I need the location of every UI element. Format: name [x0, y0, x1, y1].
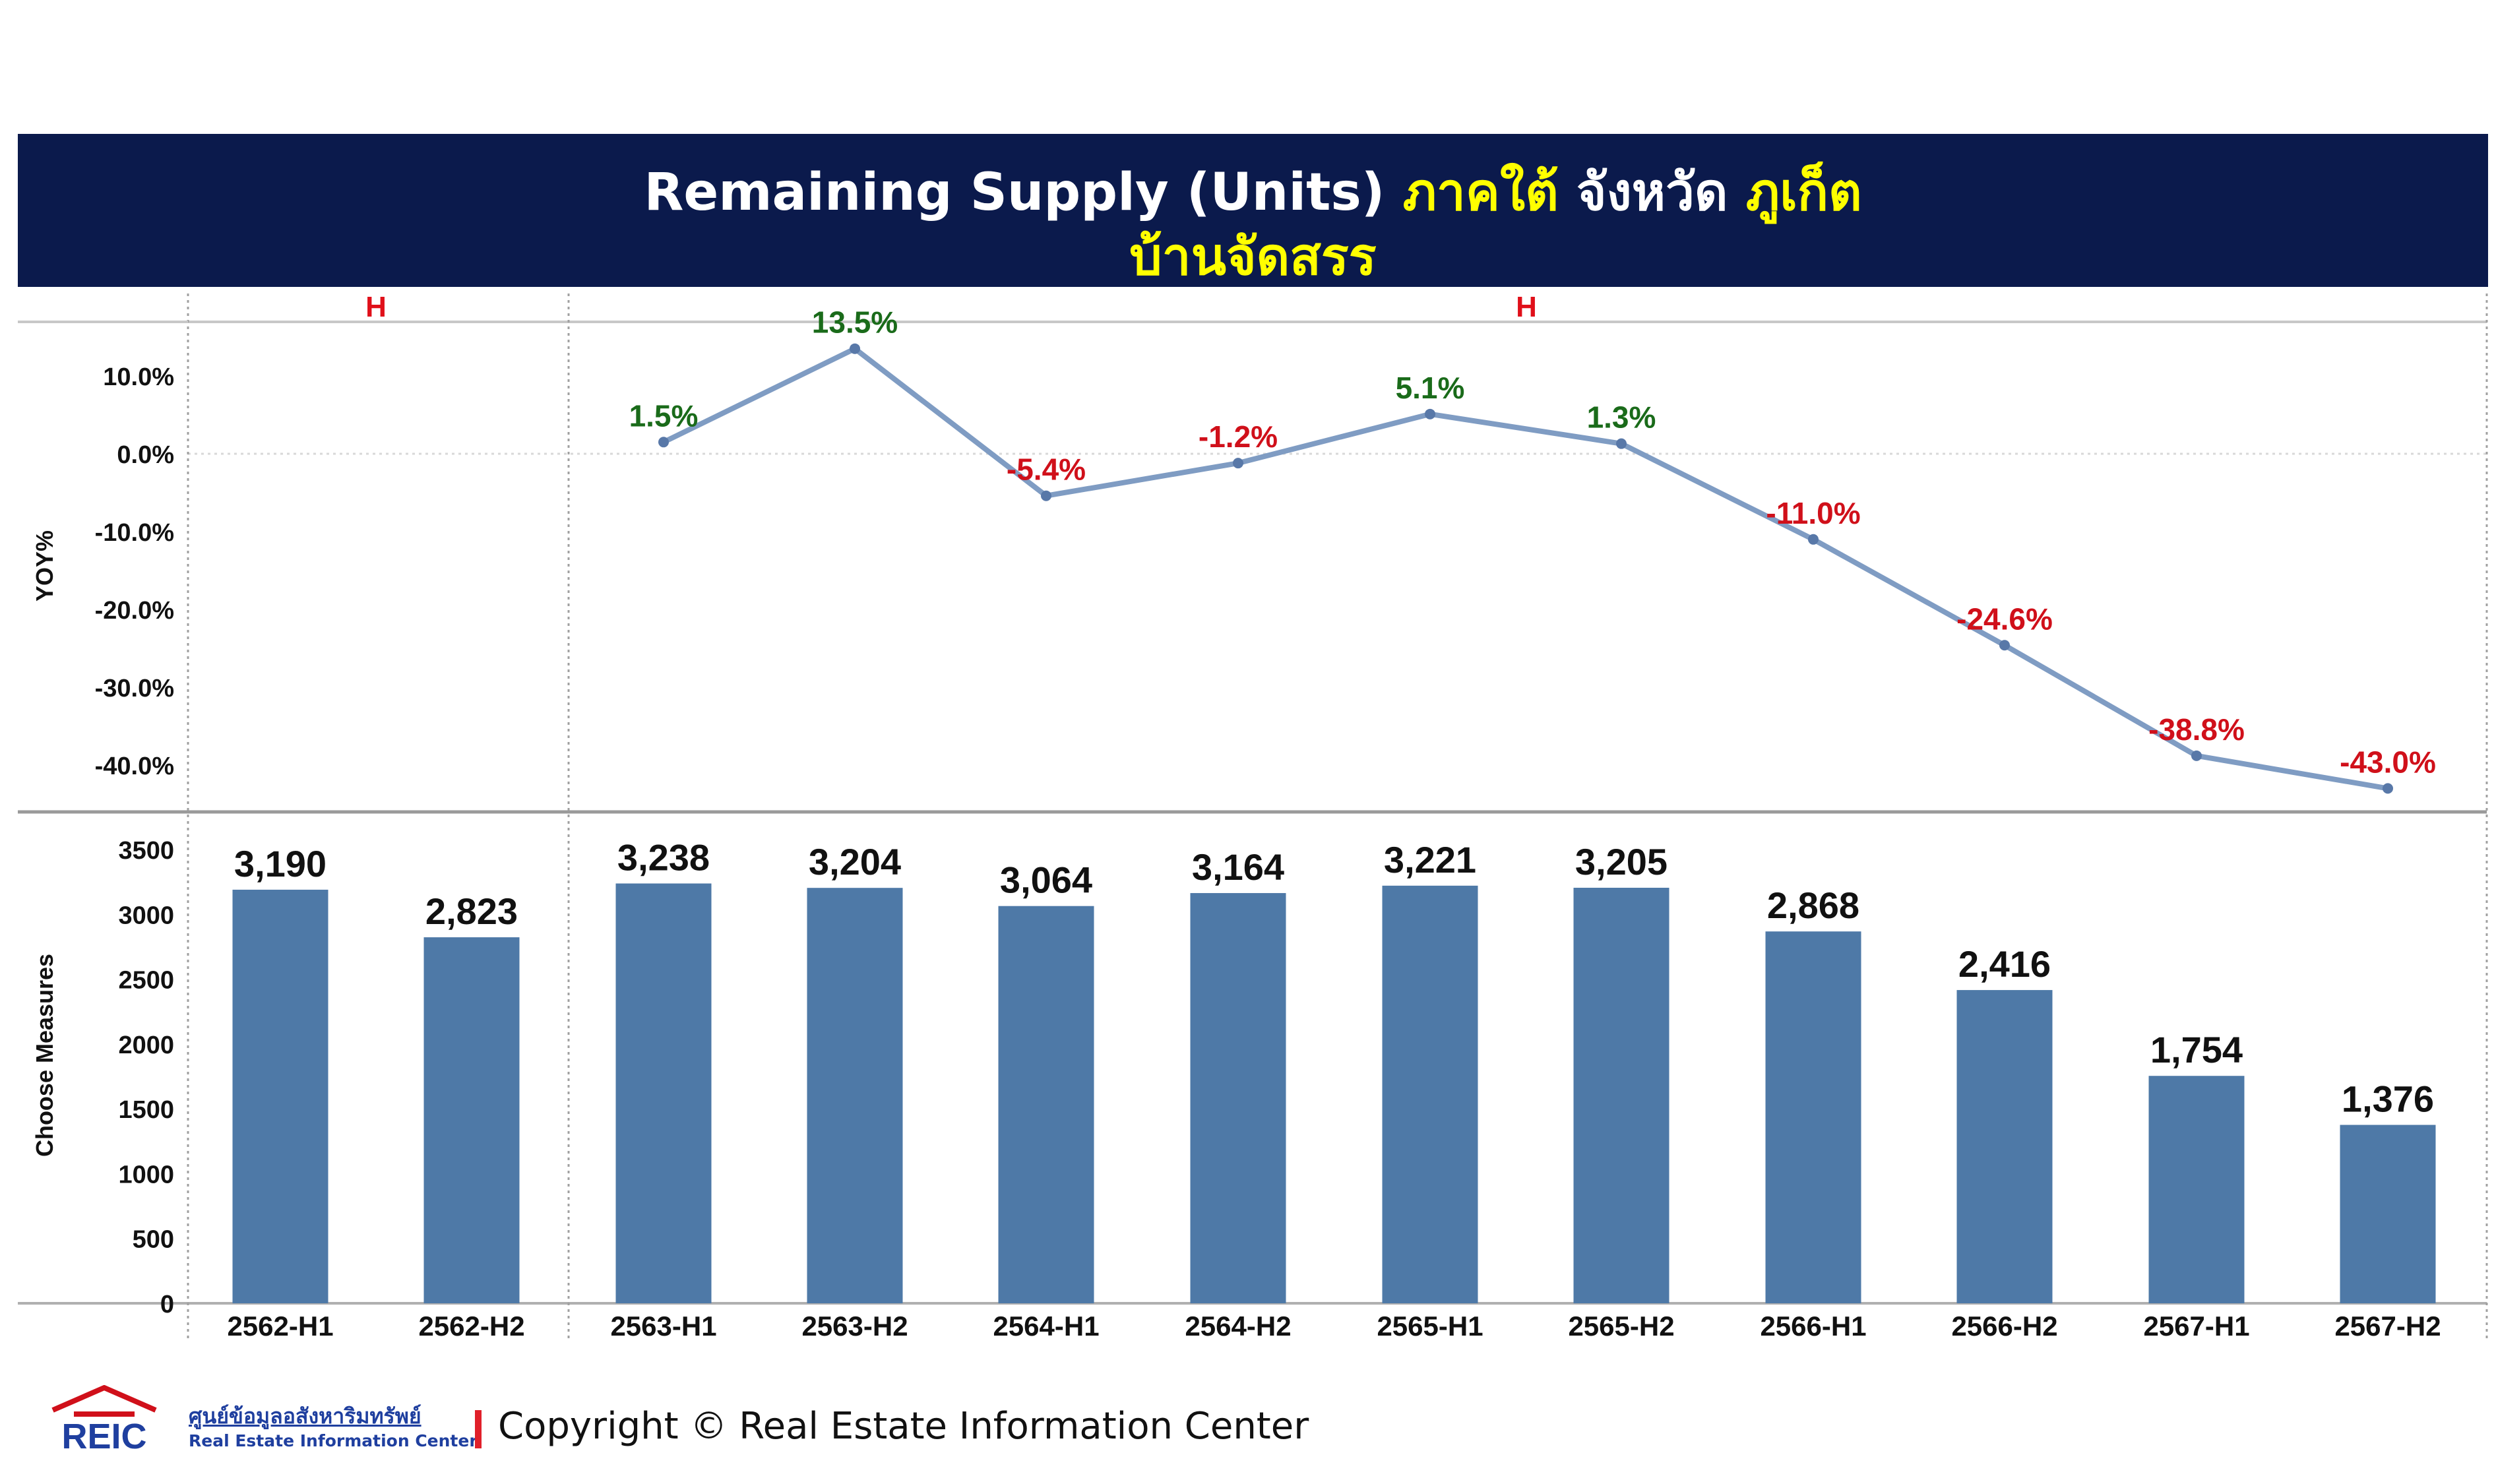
yoy-point	[658, 437, 669, 448]
yoy-point	[1041, 490, 1051, 501]
bar	[423, 937, 520, 1303]
yoy-data-label: -43.0%	[2340, 745, 2436, 779]
bar-data-label: 3,064	[1000, 859, 1092, 901]
yoy-point	[1999, 640, 2010, 651]
yoy-data-label: -5.4%	[1007, 452, 1086, 487]
group-header: H	[365, 291, 387, 323]
chart-subtitle: บ้านจัดสรร	[1129, 228, 1377, 287]
title-banner: Remaining Supply (Units) ภาคใต้ จังหวัด …	[18, 134, 2488, 287]
yoy-data-label: -38.8%	[2148, 712, 2245, 747]
title-region: ภาคใต้	[1402, 163, 1559, 222]
title-province-label: จังหวัด	[1576, 163, 1728, 222]
title-measure: Remaining Supply (Units)	[644, 163, 1385, 222]
bar-y-tick-label: 1500	[118, 1096, 174, 1124]
group-header: H	[1516, 291, 1537, 323]
logo-text-english: Real Estate Information Center	[189, 1431, 478, 1450]
copyright-text: Copyright © Real Estate Information Cent…	[498, 1405, 1309, 1448]
x-tick-label: 2563-H2	[801, 1311, 908, 1342]
bar-data-label: 2,868	[1767, 884, 1859, 926]
line-y-tick-label: -40.0%	[95, 753, 174, 780]
yoy-data-label: -11.0%	[1766, 496, 1860, 530]
yoy-data-label: 1.3%	[1587, 400, 1656, 435]
x-tick-label: 2567-H2	[2334, 1311, 2441, 1342]
bar-data-label: 1,376	[2342, 1078, 2434, 1120]
yoy-point	[1425, 408, 1435, 419]
bar	[232, 889, 328, 1303]
bar-data-label: 3,221	[1384, 839, 1476, 881]
x-tick-label: 2562-H1	[227, 1311, 333, 1342]
bar-y-tick-label: 500	[133, 1226, 174, 1254]
bar-y-tick-label: 1000	[118, 1161, 174, 1189]
x-tick-label: 2563-H1	[610, 1311, 716, 1342]
line-y-tick-label: -10.0%	[95, 519, 174, 547]
bar	[2148, 1076, 2245, 1303]
x-tick-label: 2566-H2	[1951, 1311, 2057, 1342]
bar-y-axis-title: Choose Measures	[31, 954, 58, 1157]
yoy-line	[661, 346, 2390, 791]
bar-data-label: 2,416	[1958, 943, 2051, 985]
line-y-tick-label: 10.0%	[103, 363, 174, 391]
x-tick-label: 2564-H2	[1185, 1311, 1291, 1342]
x-tick-label: 2564-H1	[993, 1311, 1099, 1342]
line-y-tick-label: 0.0%	[117, 441, 174, 469]
bar-y-tick-label: 3500	[118, 837, 174, 865]
bar	[998, 906, 1094, 1303]
line-y-tick-label: -30.0%	[95, 675, 174, 702]
bar-data-label: 3,190	[234, 843, 327, 884]
x-tick-label: 2565-H2	[1568, 1311, 1674, 1342]
line-y-axis-title: YOY%	[31, 530, 58, 602]
bar	[1382, 885, 1478, 1303]
bar-y-tick-label: 0	[160, 1291, 174, 1318]
yoy-point	[2383, 783, 2393, 794]
title-province: ภูเก็ต	[1745, 163, 1862, 222]
line-y-tick-label: -20.0%	[95, 597, 174, 625]
bar	[1765, 931, 1861, 1303]
bar	[1573, 887, 1669, 1303]
yoy-data-label: 1.5%	[629, 398, 699, 433]
footer: REIC ศูนย์ข้อมูลอสังหาริมทรัพย์ Real Est…	[40, 1378, 1491, 1471]
bar-data-label: 3,204	[809, 841, 901, 882]
svg-text:REIC: REIC	[61, 1417, 146, 1456]
logo-text-thai: ศูนย์ข้อมูลอสังหาริมทรัพย์	[189, 1404, 421, 1429]
x-tick-label: 2565-H1	[1377, 1311, 1483, 1342]
bar	[1190, 893, 1286, 1303]
yoy-data-label: -1.2%	[1199, 419, 1278, 454]
bar-y-tick-label: 3000	[118, 902, 174, 929]
yoy-data-label: 13.5%	[812, 305, 898, 340]
bar-data-label: 3,205	[1575, 841, 1668, 882]
bar	[1956, 990, 2053, 1303]
bar-y-tick-label: 2000	[118, 1032, 174, 1059]
bar-data-label: 3,164	[1192, 846, 1284, 888]
x-tick-label: 2562-H2	[418, 1311, 524, 1342]
yoy-point	[2191, 750, 2202, 761]
yoy-data-label: 5.1%	[1396, 371, 1465, 405]
bar-data-label: 3,238	[617, 837, 710, 879]
chart-title: Remaining Supply (Units) ภาคใต้ จังหวัด …	[18, 151, 2488, 233]
yoy-point	[1616, 438, 1627, 449]
copyright-accent-bar	[475, 1410, 482, 1448]
bar-data-label: 1,754	[2150, 1029, 2243, 1070]
bar	[2340, 1125, 2436, 1303]
x-tick-label: 2566-H1	[1760, 1311, 1866, 1342]
bar-y-tick-label: 2500	[118, 967, 174, 995]
yoy-point	[1808, 534, 1819, 545]
bar-data-label: 2,823	[425, 890, 518, 932]
yoy-point	[850, 343, 860, 354]
yoy-point	[1233, 458, 1243, 469]
x-tick-label: 2567-H1	[2143, 1311, 2249, 1342]
bar	[615, 883, 712, 1303]
reic-logo: REIC	[51, 1385, 157, 1456]
yoy-data-label: -24.6%	[1956, 602, 2053, 636]
bar	[807, 888, 903, 1303]
